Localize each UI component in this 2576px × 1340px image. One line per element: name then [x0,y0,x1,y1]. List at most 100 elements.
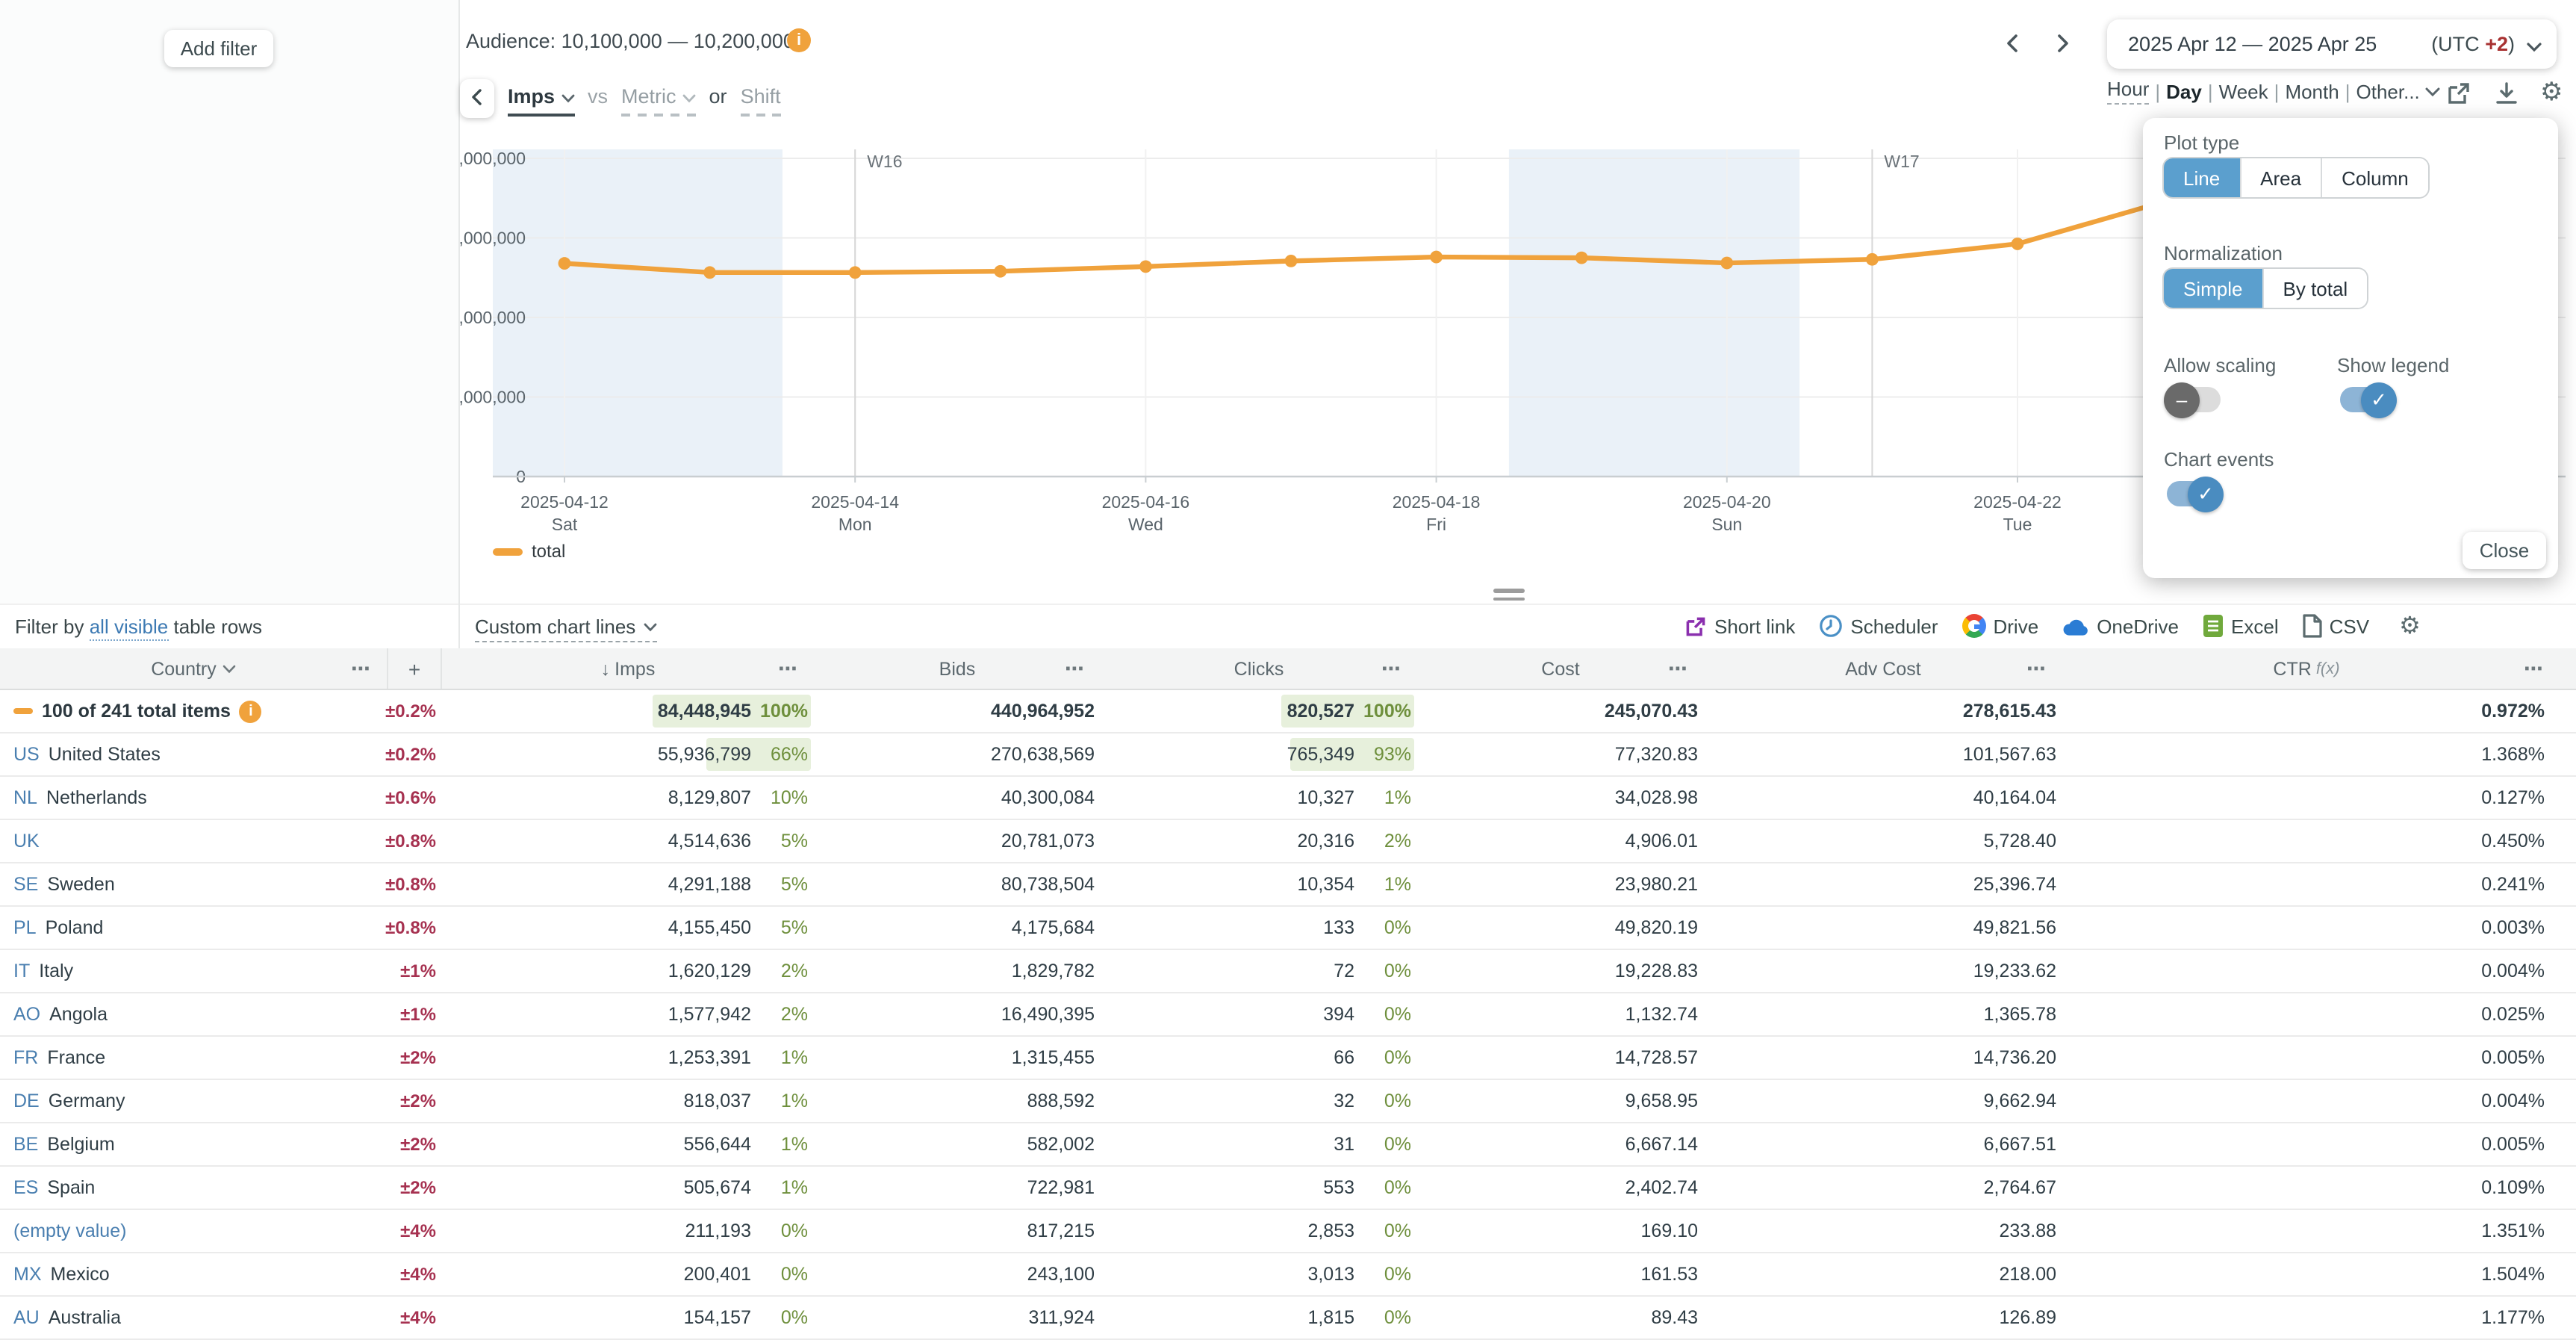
country-code[interactable]: IT [13,961,31,981]
country-name[interactable]: Spain [47,1177,96,1198]
table-row[interactable]: UK ±0.8% 4,514,636 5% 20,781,073 20,316 2% 4,90… [0,820,2576,863]
adv-cost-column-menu[interactable]: ⋯ [2026,657,2047,679]
granularity-week[interactable]: Week [2218,80,2268,102]
table-row[interactable]: PL Poland ±0.8% 4,155,450 5% 4,175,684 133 0% 49… [0,907,2576,950]
table-row[interactable]: AO Angola ±1% 1,577,942 2% 16,490,395 394 0% 1,1… [0,993,2576,1037]
column-header-ctr[interactable]: CTR f(x) ⋯ [2062,648,2551,689]
add-column-button[interactable]: + [387,648,442,689]
imps-column-menu[interactable]: ⋯ [778,657,799,679]
granularity-month[interactable]: Month [2285,80,2339,102]
excel-export-button[interactable]: Excel [2203,614,2279,638]
country-code[interactable]: ES [13,1177,39,1198]
short-link-button[interactable]: Short link [1684,615,1795,637]
chart-back-button[interactable] [460,79,494,118]
column-header-clicks[interactable]: Clicks ⋯ [1101,648,1417,689]
granularity-hour[interactable]: Hour [2107,78,2150,105]
data-point[interactable] [994,264,1007,278]
country-code[interactable]: UK [13,831,40,852]
plot-type-line-button[interactable]: Line [2164,158,2240,197]
country-name[interactable]: Mexico [50,1264,110,1285]
data-point[interactable] [1139,260,1152,273]
country-code[interactable]: SE [13,874,39,895]
country-code[interactable]: BE [13,1134,39,1155]
granularity-other[interactable]: Other... [2356,80,2420,102]
show-legend-toggle[interactable]: ✓ [2340,382,2397,418]
data-point[interactable] [1720,256,1734,270]
country-name[interactable]: United States [48,744,161,765]
data-point[interactable] [558,257,571,270]
granularity-day[interactable]: Day [2166,80,2202,102]
country-name[interactable]: Netherlands [46,787,147,808]
download-button[interactable] [2494,81,2519,111]
normalization-simple-button[interactable]: Simple [2164,269,2262,308]
column-header-imps[interactable]: ↓ Imps ⋯ [442,648,814,689]
audience-filter-label[interactable]: Audience: 10,100,000 — 10,200,000 [466,30,794,52]
chart-legend[interactable]: total [493,541,565,562]
table-row[interactable]: ES Spain ±2% 505,674 1% 722,981 553 0% 2,402.74 2… [0,1167,2576,1210]
table-row[interactable]: FR France ±2% 1,253,391 1% 1,315,455 66 0% 14,72… [0,1037,2576,1080]
clicks-column-menu[interactable]: ⋯ [1381,657,1402,679]
open-in-new-button[interactable] [2446,81,2471,111]
country-code[interactable]: FR [13,1047,39,1068]
country-name[interactable]: France [47,1047,106,1068]
column-header-bids[interactable]: Bids ⋯ [814,648,1101,689]
chart-settings-gear-icon[interactable]: ⚙ [2540,78,2563,106]
total-info-icon[interactable]: i [239,700,262,722]
data-point[interactable] [848,266,862,279]
add-filter-button[interactable]: Add filter [164,30,273,67]
country-name[interactable]: Poland [45,917,104,938]
data-point[interactable] [703,266,716,279]
column-header-cost[interactable]: Cost ⋯ [1417,648,1704,689]
table-row[interactable]: (empty value) ±4% 211,193 0% 817,215 2,853 0% 1… [0,1210,2576,1253]
country-code[interactable]: MX [13,1264,42,1285]
country-name[interactable]: (empty value) [13,1220,127,1241]
scheduler-button[interactable]: Scheduler [1819,614,1938,638]
data-point[interactable] [2011,238,2024,250]
column-header-adv-cost[interactable]: Adv Cost ⋯ [1704,648,2062,689]
table-row[interactable]: SE Sweden ±0.8% 4,291,188 5% 80,738,504 10,354… [0,863,2576,907]
shift-dropdown[interactable]: Shift [740,85,781,117]
table-row[interactable]: MX Mexico ±4% 200,401 0% 243,100 3,013 0% 161.53… [0,1253,2576,1297]
normalization-by-total-button[interactable]: By total [2262,269,2368,308]
date-range-picker[interactable]: 2025 Apr 12 — 2025 Apr 25 (UTC +2) [2107,19,2557,69]
total-row[interactable]: 100 of 241 total items i ±0.2% 84,448,94… [0,690,2576,733]
table-row[interactable]: NL Netherlands ±0.6% 8,129,807 10% 40,300,084… [0,777,2576,820]
close-popover-button[interactable]: Close [2463,532,2546,569]
country-code[interactable]: PL [13,917,37,938]
table-row[interactable]: BE Belgium ±2% 556,644 1% 582,002 31 0% 6,667.14… [0,1123,2576,1167]
chart-resize-handle[interactable] [1493,589,1525,605]
column-header-country[interactable]: Country ⋯ [0,648,387,689]
plot-type-area-button[interactable]: Area [2239,158,2321,197]
country-code[interactable]: AO [13,1004,41,1025]
country-code[interactable]: NL [13,787,37,808]
custom-chart-lines-dropdown[interactable]: Custom chart lines [475,615,657,642]
country-name[interactable]: Germany [48,1091,125,1111]
data-point[interactable] [1866,252,1879,266]
plot-type-column-button[interactable]: Column [2321,158,2428,197]
country-code[interactable]: AU [13,1307,40,1328]
table-settings-gear-icon[interactable]: ⚙ [2399,611,2421,641]
compare-metric-dropdown[interactable]: Metric [621,85,696,117]
ctr-column-menu[interactable]: ⋯ [2524,657,2545,679]
primary-metric-dropdown[interactable]: Imps [508,85,575,117]
onedrive-export-button[interactable]: OneDrive [2062,615,2179,637]
data-point[interactable] [1575,251,1588,264]
country-column-menu[interactable]: ⋯ [351,657,372,679]
country-name[interactable]: Sweden [47,874,115,895]
audience-info-icon[interactable]: i [787,28,811,52]
cost-column-menu[interactable]: ⋯ [1668,657,1689,679]
chart-events-toggle[interactable]: ✓ [2167,476,2224,512]
table-row[interactable]: US United States ±0.2% 55,936,799 66% 270,638… [0,733,2576,777]
country-name[interactable]: Australia [48,1307,122,1328]
table-row[interactable]: AU Australia ±4% 154,157 0% 311,924 1,815 0% 89.… [0,1297,2576,1340]
country-code[interactable]: US [13,744,40,765]
table-row[interactable]: DE Germany ±2% 818,037 1% 888,592 32 0% 9,658.95… [0,1080,2576,1123]
country-code[interactable]: DE [13,1091,40,1111]
data-point[interactable] [1284,254,1298,267]
data-point[interactable] [1430,250,1443,264]
date-next-button[interactable] [2047,30,2077,60]
country-name[interactable]: Italy [39,961,74,981]
country-name[interactable]: Angola [49,1004,108,1025]
bids-column-menu[interactable]: ⋯ [1065,657,1086,679]
table-row[interactable]: IT Italy ±1% 1,620,129 2% 1,829,782 72 0% 19,228… [0,950,2576,993]
